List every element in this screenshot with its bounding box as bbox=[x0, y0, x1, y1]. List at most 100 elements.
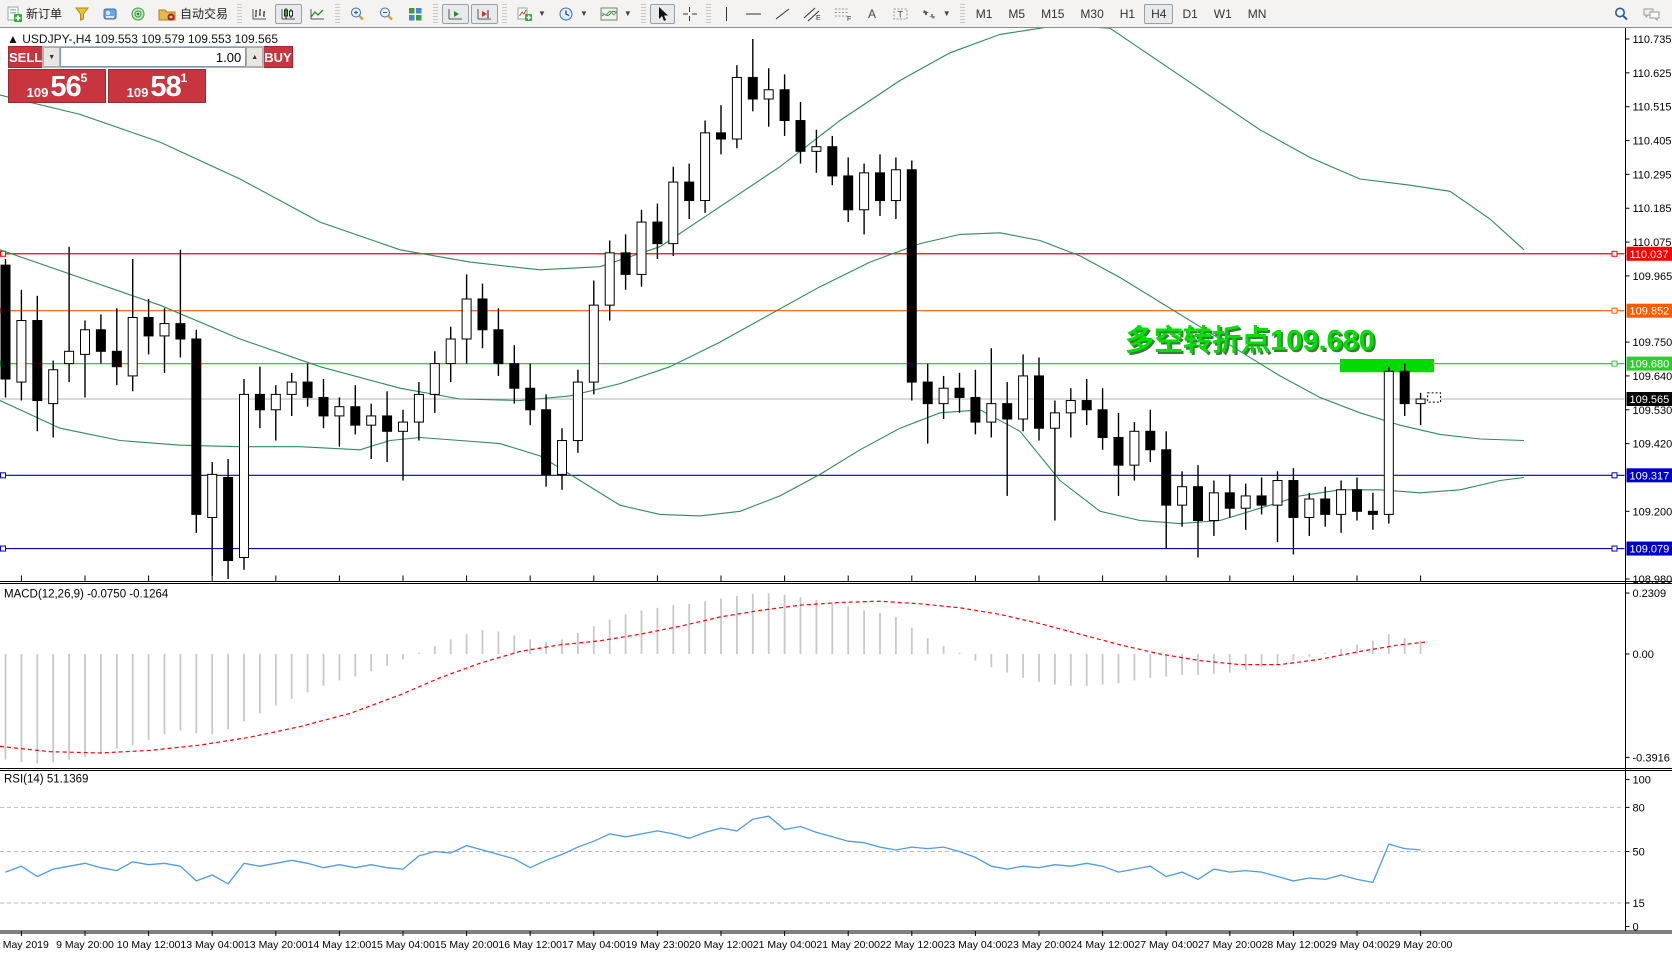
timeframe-button-m30[interactable]: M30 bbox=[1080, 6, 1104, 21]
level-price-label: 109.680 bbox=[1630, 359, 1670, 371]
chart-shift-button[interactable] bbox=[471, 3, 499, 24]
candle-body bbox=[1049, 412, 1060, 429]
volume-increase-button[interactable]: ▲ bbox=[246, 47, 264, 67]
candle-body bbox=[445, 338, 456, 365]
timeframe-button-m15[interactable]: M15 bbox=[1041, 6, 1065, 21]
market-watch-button[interactable] bbox=[97, 4, 123, 24]
fibonacci-tool[interactable]: F bbox=[829, 4, 858, 24]
funnel-button[interactable] bbox=[69, 4, 95, 24]
collapse-arrow-icon[interactable]: ▲ bbox=[7, 32, 19, 46]
bar-chart-type-button[interactable] bbox=[246, 4, 273, 24]
rsi-axis-label: 80 bbox=[1633, 802, 1645, 814]
sell-button[interactable]: SELL bbox=[8, 46, 43, 68]
candle-body bbox=[1336, 489, 1347, 515]
candle-body bbox=[1367, 510, 1378, 515]
cursor-tool-button[interactable] bbox=[649, 3, 675, 24]
arrows-tool[interactable]: ▼ bbox=[916, 4, 956, 24]
volume-decrease-button[interactable]: ▼ bbox=[43, 47, 61, 67]
candle bbox=[1256, 477, 1267, 515]
level-anchor-right[interactable] bbox=[1611, 360, 1618, 367]
candle-body bbox=[779, 89, 790, 122]
level-price-label: 109.317 bbox=[1630, 470, 1670, 482]
time-label: 17 May 04:00 bbox=[562, 939, 626, 951]
level-anchor-right[interactable] bbox=[1611, 307, 1618, 314]
timeframe-button-h1[interactable]: H1 bbox=[1119, 6, 1136, 21]
templates-button[interactable]: ▼ bbox=[595, 4, 637, 24]
timeframe-button-w1[interactable]: W1 bbox=[1213, 6, 1232, 21]
macd-axis-label: 0.2309 bbox=[1633, 588, 1667, 600]
candle-chart-type-button[interactable] bbox=[275, 3, 303, 24]
chart-canvas[interactable]: 多空转折点109.680多空转折点109.680110.735110.62511… bbox=[0, 28, 1672, 953]
candle-body bbox=[557, 440, 567, 475]
dropdown-caret: ▼ bbox=[942, 9, 951, 18]
buy-button[interactable]: BUY bbox=[264, 46, 293, 68]
chart-window[interactable]: ▲ USDJPY-,H4 109.553 109.579 109.553 109… bbox=[0, 28, 1672, 953]
level-anchor-left[interactable] bbox=[0, 472, 6, 479]
radar-icon bbox=[131, 7, 145, 20]
highlight-bar bbox=[1340, 359, 1434, 373]
candle bbox=[16, 289, 27, 401]
candle-body bbox=[143, 316, 154, 337]
level-anchor-left[interactable] bbox=[0, 545, 6, 552]
candle bbox=[827, 135, 838, 186]
candle bbox=[398, 409, 408, 481]
trendline-tool[interactable] bbox=[769, 4, 796, 24]
search-icon bbox=[1615, 7, 1628, 20]
candle-body bbox=[525, 387, 536, 411]
vertical-line-tool[interactable] bbox=[715, 4, 738, 24]
tile-windows-button[interactable] bbox=[402, 4, 429, 24]
label-tool[interactable]: T bbox=[887, 4, 914, 24]
chat-button[interactable] bbox=[1637, 4, 1666, 24]
candle-body bbox=[922, 381, 933, 405]
macd-axis-label: 0.00 bbox=[1633, 649, 1654, 661]
text-tool[interactable]: A bbox=[860, 4, 885, 24]
line-chart-type-button[interactable] bbox=[304, 4, 331, 24]
candle bbox=[143, 299, 154, 355]
search-button[interactable] bbox=[1608, 4, 1635, 24]
level-anchor-right[interactable] bbox=[1611, 545, 1618, 552]
price-tick-label: 109.640 bbox=[1633, 371, 1672, 383]
level-price-label: 109.852 bbox=[1630, 306, 1670, 318]
horizontal-line-tool[interactable] bbox=[740, 4, 767, 24]
level-price-label-bg bbox=[1626, 246, 1672, 261]
volume-input[interactable] bbox=[60, 47, 247, 67]
new-order-label: 新订单 bbox=[26, 7, 63, 21]
time-label: 22 May 12:00 bbox=[880, 939, 944, 951]
periods-button[interactable]: ▼ bbox=[553, 4, 593, 24]
candle-body bbox=[652, 221, 663, 245]
candle bbox=[1383, 366, 1394, 524]
zoom-in-icon bbox=[351, 7, 364, 20]
indicators-button[interactable]: ▼ bbox=[511, 4, 551, 24]
new-order-button[interactable]: 新订单 bbox=[1, 4, 67, 24]
candle bbox=[652, 203, 663, 259]
rsi-axis-label: 50 bbox=[1633, 847, 1645, 859]
zoom-in-button[interactable] bbox=[344, 4, 371, 24]
timeframe-button-m5[interactable]: M5 bbox=[1008, 6, 1026, 21]
timeframe-button-mn[interactable]: MN bbox=[1247, 6, 1267, 21]
candle-body bbox=[1145, 430, 1156, 451]
time-label: 23 May 20:00 bbox=[1007, 939, 1071, 951]
level-anchor-right[interactable] bbox=[1611, 250, 1618, 257]
candle-body bbox=[1256, 495, 1267, 506]
timeframe-button-h4[interactable]: H4 bbox=[1144, 3, 1174, 24]
text-tool-icon: A bbox=[868, 7, 876, 21]
macd-label: MACD(12,26,9) -0.0750 -0.1264 bbox=[4, 589, 169, 601]
timeframe-button-m1[interactable]: M1 bbox=[975, 6, 993, 21]
candle bbox=[859, 163, 870, 235]
sell-price-display[interactable]: 109 56 5 bbox=[8, 69, 106, 103]
candle bbox=[366, 403, 377, 459]
channel-tool[interactable]: E bbox=[798, 4, 827, 24]
timeframe-button-d1[interactable]: D1 bbox=[1182, 6, 1198, 21]
buy-price-display[interactable]: 109 58 1 bbox=[108, 69, 206, 103]
radar-button[interactable] bbox=[125, 4, 151, 24]
crosshair-icon bbox=[682, 6, 697, 21]
auto-scroll-button[interactable] bbox=[442, 3, 470, 24]
candle-body bbox=[938, 387, 949, 405]
autotrading-button[interactable]: 自动交易 bbox=[153, 4, 233, 24]
zoom-out-button[interactable] bbox=[373, 4, 400, 24]
level-anchor-right[interactable] bbox=[1611, 472, 1618, 479]
time-label: 27 May 20:00 bbox=[1198, 939, 1262, 951]
candle-body bbox=[350, 406, 361, 426]
candle-body bbox=[1097, 409, 1108, 438]
crosshair-tool-button[interactable] bbox=[677, 4, 702, 24]
